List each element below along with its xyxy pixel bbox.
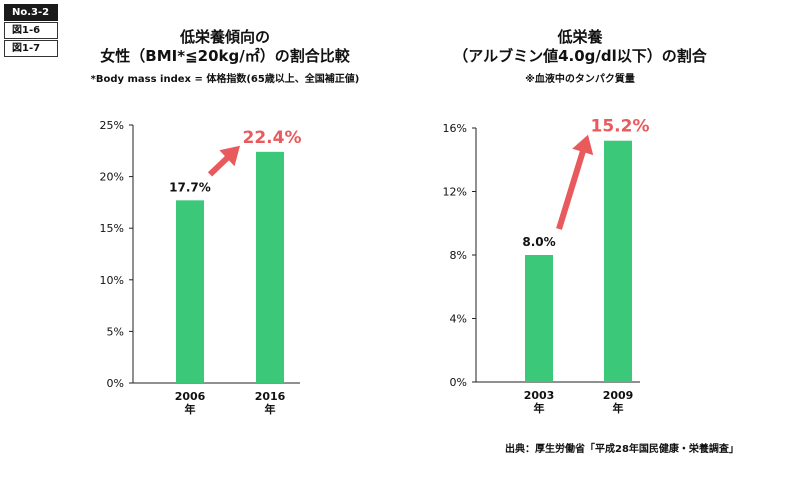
chart1-category-label: 2006	[175, 390, 206, 403]
chart1-value-label: 17.7%	[169, 180, 211, 194]
chart1-category-unit: 年	[265, 402, 276, 416]
chart2-growth-arrow-icon	[556, 134, 594, 230]
chart1-title-line1: 低栄養傾向の	[179, 28, 270, 46]
tag-no: No.3-2	[4, 4, 58, 21]
chart1-category-unit: 年	[185, 402, 196, 416]
chart1-bar	[176, 200, 204, 383]
chart2-value-label: 15.2%	[591, 117, 650, 137]
chart2-ytick-label: 0%	[450, 376, 467, 389]
chart1-ytick-label: 20%	[100, 171, 124, 184]
chart2-title: 低栄養 （アルブミン値4.0g/dl以下）の割合	[420, 28, 740, 66]
chart1-ytick-label: 25%	[100, 119, 124, 132]
chart2-subtitle: ※血液中のタンパク質量	[525, 74, 635, 85]
tag-fig-1-7: 図1-7	[4, 40, 58, 57]
chart1-ytick-label: 15%	[100, 222, 124, 235]
chart2-ytick-label: 12%	[443, 186, 467, 199]
chart1-ytick-label: 10%	[100, 274, 124, 287]
chart2-ytick-label: 4%	[450, 313, 467, 326]
chart2-ytick-label: 8%	[450, 249, 467, 262]
chart1-value-label: 22.4%	[243, 128, 302, 148]
chart2-category-label: 2003	[524, 389, 555, 402]
chart2-title-line1: 低栄養	[557, 28, 603, 46]
chart1-ytick-label: 0%	[107, 377, 124, 390]
chart1-subtitle: *Body mass index = 体格指数(65歳以上、全国補正値)	[90, 74, 360, 85]
chart2-value-label: 8.0%	[522, 235, 555, 249]
chart2-ytick-label: 16%	[443, 122, 467, 135]
chart2-bar	[525, 255, 553, 382]
chart2-category-unit: 年	[534, 401, 545, 415]
chart2-bar	[604, 140, 632, 382]
source-note: 出典：厚生労働省「平成28年国民健康・栄養調査」	[505, 444, 739, 455]
chart2-category-label: 2009	[603, 389, 634, 402]
chart2-category-unit: 年	[613, 401, 624, 415]
chart1-growth-arrow-icon	[207, 145, 240, 177]
tag-fig-1-6: 図1-6	[4, 22, 58, 39]
chart2-title-line2: （アルブミン値4.0g/dl以下）の割合	[453, 47, 707, 65]
chart1-title: 低栄養傾向の 女性（BMI*≦20kg/㎡）の割合比較	[60, 28, 390, 66]
chart1-title-line2: 女性（BMI*≦20kg/㎡）の割合比較	[100, 47, 350, 65]
chart1-category-label: 2016	[255, 390, 286, 403]
chart1-ytick-label: 5%	[107, 325, 124, 338]
chart1-bar	[256, 151, 284, 383]
